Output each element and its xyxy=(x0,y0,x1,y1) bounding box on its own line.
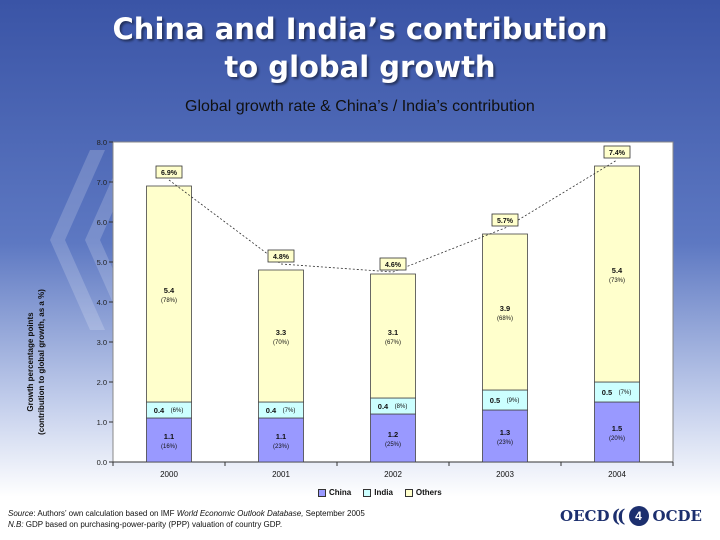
y-tick-label: 0.0 xyxy=(97,458,107,467)
page-number: 4 xyxy=(628,506,649,526)
source-italic: World Economic Outlook Database, xyxy=(176,509,304,518)
data-label-others: 3.1 xyxy=(388,328,398,337)
total-label: 4.6% xyxy=(385,262,402,269)
data-label-china: 1.1 xyxy=(276,432,286,441)
total-label-box xyxy=(603,145,631,159)
total-label: 6.9% xyxy=(161,170,178,177)
share-label-others: (67%) xyxy=(385,340,401,346)
y-tick-label: 2.0 xyxy=(97,378,107,387)
y-axis-label-line-1: Growth percentage points xyxy=(26,312,35,412)
data-label-china: 1.5 xyxy=(612,424,622,433)
chart-title: Global growth rate & China’s / India’s c… xyxy=(185,98,535,115)
y-tick-label: 5.0 xyxy=(97,258,107,267)
bar-others xyxy=(370,273,416,399)
footer-notes: Source: Authors’ own calculation based o… xyxy=(8,508,365,530)
bar-china xyxy=(594,401,640,463)
slide-title-line-2: to global growth xyxy=(224,50,496,84)
data-label-india: 0.4 xyxy=(266,406,277,415)
data-label-others: 5.4 xyxy=(164,286,175,295)
source-tail: September 2005 xyxy=(303,509,365,518)
y-tick-label: 6.0 xyxy=(97,218,107,227)
share-label-china: (16%) xyxy=(161,444,177,450)
legend-swatch-india xyxy=(363,488,372,497)
bar-china xyxy=(482,409,528,463)
x-tick-label: 2000 xyxy=(160,470,178,479)
x-tick-label: 2004 xyxy=(608,470,626,479)
nb-note: N.B: GDP based on purchasing-power-parit… xyxy=(8,519,365,530)
data-label-china: 1.2 xyxy=(388,430,398,439)
total-label-box xyxy=(267,249,295,263)
legend-item-china: China xyxy=(318,488,351,497)
y-tick-label: 4.0 xyxy=(97,298,107,307)
data-label-china: 1.1 xyxy=(164,432,174,441)
data-label-india: 0.5 xyxy=(490,396,500,405)
source-label: Source xyxy=(8,509,34,518)
y-tick-label: 3.0 xyxy=(97,338,107,347)
share-label-others: (78%) xyxy=(161,298,177,304)
share-label-india: (9%) xyxy=(507,398,520,404)
legend-swatch-others xyxy=(404,488,413,497)
legend-label-china: China xyxy=(329,488,352,497)
share-label-china: (20%) xyxy=(609,436,625,442)
data-label-others: 3.9 xyxy=(500,304,510,313)
x-tick-label: 2003 xyxy=(496,470,514,479)
y-axis-label: Growth percentage points (contribution t… xyxy=(25,252,55,472)
source-text: : Authors’ own calculation based on IMF xyxy=(33,509,177,518)
legend-label-india: India xyxy=(374,488,393,497)
bar-others xyxy=(482,233,528,391)
total-label-box xyxy=(491,213,519,227)
share-label-india: (6%) xyxy=(171,408,184,414)
logo-oecd-text: OECD xyxy=(560,507,610,525)
nb-text: GDP based on purchasing-power-parity (PP… xyxy=(23,520,283,529)
data-label-india: 0.4 xyxy=(154,406,165,415)
data-label-india: 0.5 xyxy=(602,388,612,397)
data-label-others: 3.3 xyxy=(276,328,286,337)
nb-label: N.B: xyxy=(8,520,24,529)
total-label: 7.4% xyxy=(609,150,626,157)
share-label-china: (23%) xyxy=(273,444,289,450)
bar-others xyxy=(594,165,640,383)
share-label-india: (8%) xyxy=(395,404,408,410)
bar-china xyxy=(258,417,304,463)
data-label-china: 1.3 xyxy=(500,428,510,437)
total-label-box xyxy=(155,165,183,179)
share-label-others: (73%) xyxy=(609,278,625,284)
slide-title-line-1: China and India’s contribution xyxy=(112,12,608,46)
bar-china xyxy=(370,413,416,463)
legend-label-others: Others xyxy=(415,488,442,497)
y-axis-label-line-2: (contribution to global growth, as a %) xyxy=(37,289,46,435)
x-tick-label: 2001 xyxy=(272,470,290,479)
data-label-india: 0.4 xyxy=(378,402,389,411)
legend-item-india: India xyxy=(363,488,393,497)
source-note: Source: Authors’ own calculation based o… xyxy=(8,508,365,519)
bar-others xyxy=(146,185,192,403)
share-label-china: (25%) xyxy=(385,442,401,448)
total-label-box xyxy=(379,257,407,271)
legend-item-others: Others xyxy=(404,488,442,497)
oecd-logo: OECD (( 4 OCDE xyxy=(560,505,702,527)
y-tick-label: 8.0 xyxy=(97,138,107,147)
x-tick-label: 2002 xyxy=(384,470,402,479)
share-label-china: (23%) xyxy=(497,440,513,446)
legend-swatch-china xyxy=(318,488,326,497)
chart-legend: China India Others xyxy=(318,488,442,497)
slide-title: China and India’s contribution to global… xyxy=(0,10,720,86)
total-growth-line xyxy=(168,159,618,273)
total-label: 5.7% xyxy=(497,218,514,225)
total-label: 4.8% xyxy=(273,254,290,261)
share-label-india: (7%) xyxy=(619,390,632,396)
share-label-others: (68%) xyxy=(497,316,513,322)
logo-chevron-icon: (( xyxy=(611,505,625,527)
share-label-others: (70%) xyxy=(273,340,289,346)
y-tick-label: 1.0 xyxy=(97,418,107,427)
share-label-india: (7%) xyxy=(283,408,296,414)
bar-others xyxy=(258,269,304,403)
y-tick-label: 7.0 xyxy=(97,178,107,187)
bar-china xyxy=(146,417,192,463)
logo-ocde-text: OCDE xyxy=(652,507,702,525)
data-label-others: 5.4 xyxy=(612,266,623,275)
